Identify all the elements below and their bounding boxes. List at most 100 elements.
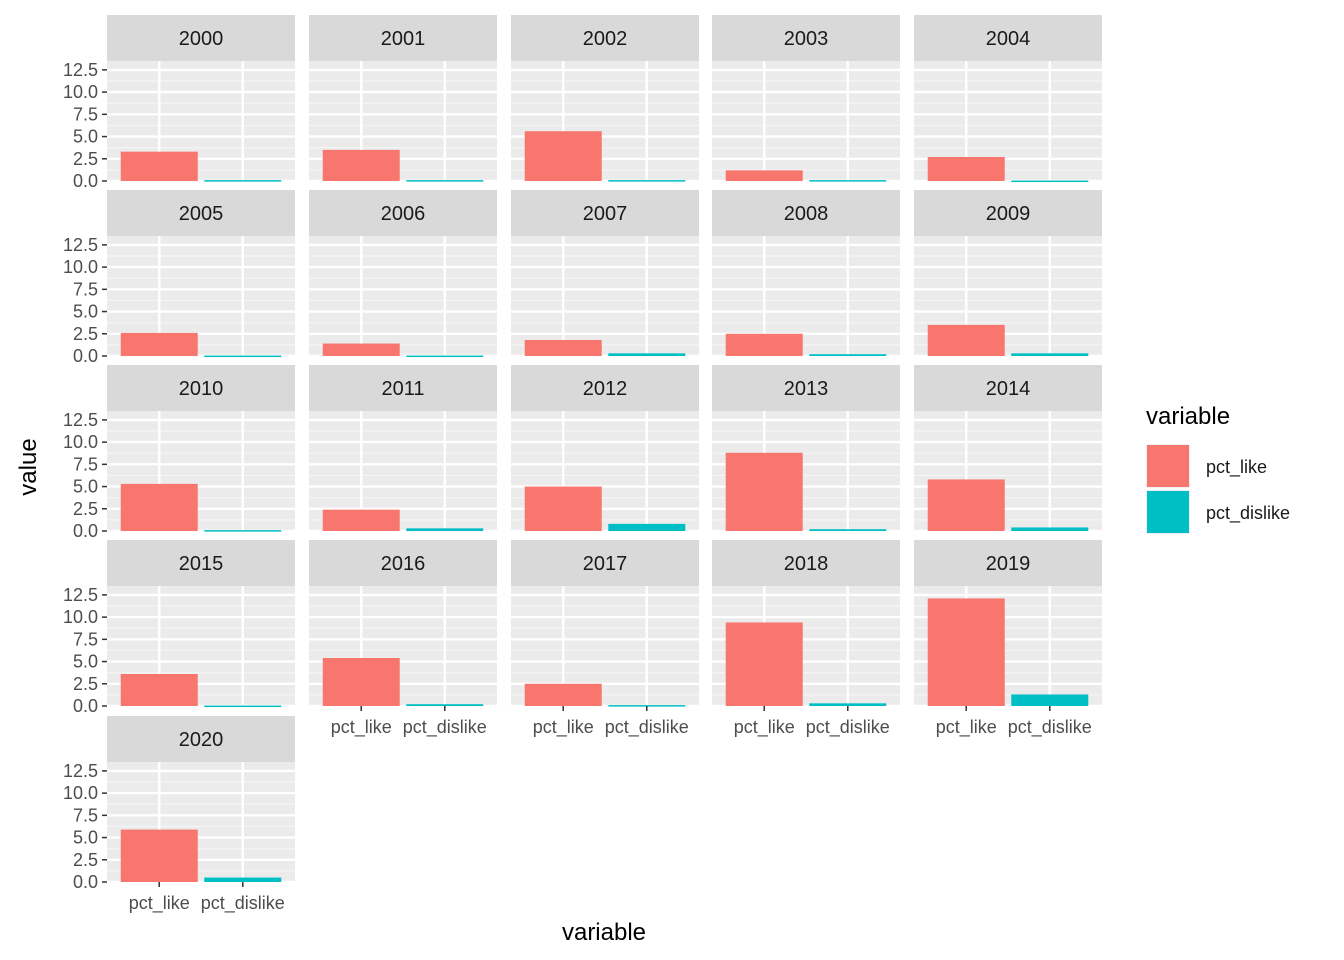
x-tick-label-pct-dislike: pct_dislike (403, 717, 487, 738)
y-tick-label: 7.5 (73, 279, 98, 299)
y-tick-label: 12.5 (63, 761, 98, 781)
bar-pct-like-2010 (120, 483, 198, 531)
panel-2000: 2000 0.02.55.0 7.510.012.5 (63, 15, 295, 191)
strip-label-2018: 2018 (784, 553, 829, 575)
y-tick-label: 12.5 (63, 585, 98, 605)
strip-label-2004: 2004 (986, 28, 1031, 50)
y-tick-label: 2.5 (73, 850, 98, 870)
y-tick-label: 5.0 (73, 127, 98, 147)
bar-pct-like-2008 (725, 333, 803, 356)
legend: variable pct_like pct_dislike (1146, 403, 1290, 534)
y-tick-label: 2.5 (73, 149, 98, 169)
strip-2005 (107, 190, 295, 236)
bar-pct-dislike-2016 (406, 704, 484, 706)
bar-pct-dislike-2007 (608, 353, 686, 356)
bar-pct-like-2002 (524, 131, 602, 181)
panel-2008: 2008 (712, 190, 900, 358)
bar-pct-dislike-2019 (1011, 694, 1089, 706)
panel-background-2003 (712, 61, 900, 181)
y-tick-label: 0.0 (73, 696, 98, 716)
bar-pct-like-2011 (322, 509, 400, 531)
strip-label-2009: 2009 (986, 203, 1031, 225)
bar-pct-like-2013 (725, 452, 803, 531)
bar-pct-dislike-2011 (406, 528, 484, 531)
bar-pct-like-2015 (120, 674, 198, 706)
strip-label-2007: 2007 (583, 203, 628, 225)
bar-pct-dislike-2004 (1011, 180, 1089, 183)
y-tick-label: 7.5 (73, 805, 98, 825)
panel-2018: 2018 pct_like pct_dislike (712, 540, 900, 738)
panel-2003: 2003 (712, 15, 900, 183)
y-tick-label: 0.0 (73, 346, 98, 366)
y-axis-title: value (15, 438, 42, 495)
x-tick-label-pct-like: pct_like (533, 717, 594, 738)
panel-2013: 2013 (712, 365, 900, 533)
bar-pct-like-2014 (927, 479, 1005, 531)
bar-pct-dislike-2006 (406, 355, 484, 358)
bar-pct-like-2003 (725, 170, 803, 181)
y-tick-label: 5.0 (73, 652, 98, 672)
bar-pct-dislike-2010 (204, 530, 282, 532)
y-tick-label: 12.5 (63, 60, 98, 80)
y-tick-label: 2.5 (73, 499, 98, 519)
strip-2007 (511, 190, 699, 236)
bar-pct-dislike-2013 (809, 529, 887, 531)
bar-pct-like-2001 (322, 149, 400, 181)
strip-2020 (107, 716, 295, 762)
bar-pct-like-2017 (524, 683, 602, 706)
strip-label-2011: 2011 (381, 378, 424, 400)
bar-pct-like-2000 (120, 151, 198, 181)
strip-label-2006: 2006 (381, 203, 426, 225)
bar-pct-dislike-2014 (1011, 527, 1089, 531)
strip-2014 (914, 365, 1102, 411)
y-tick-label: 12.5 (63, 235, 98, 255)
y-tick-label: 5.0 (73, 828, 98, 848)
strip-2017 (511, 540, 699, 586)
y-tick-label: 7.5 (73, 104, 98, 124)
bar-pct-dislike-2002 (608, 180, 686, 182)
strip-label-2017: 2017 (583, 553, 628, 575)
strip-2018 (712, 540, 900, 586)
strip-label-2005: 2005 (179, 203, 224, 225)
strip-2013 (712, 365, 900, 411)
panel-2017: 2017 pct_like pct_dislike (511, 540, 699, 738)
bar-pct-like-2004 (927, 157, 1005, 181)
strip-2002 (511, 15, 699, 61)
strip-label-2019: 2019 (986, 553, 1031, 575)
strip-2000 (107, 15, 295, 61)
y-tick-label: 0.0 (73, 171, 98, 191)
panel-2006: 2006 (309, 190, 497, 358)
strip-label-2010: 2010 (179, 378, 224, 400)
strip-label-2008: 2008 (784, 203, 829, 225)
strip-2019 (914, 540, 1102, 586)
bar-pct-like-2016 (322, 658, 400, 706)
bar-pct-like-2005 (120, 332, 198, 356)
strip-2012 (511, 365, 699, 411)
panel-2009: 2009 (914, 190, 1102, 358)
strip-label-2001: 2001 (381, 28, 426, 50)
x-tick-label-pct-dislike: pct_dislike (806, 717, 890, 738)
strip-2003 (712, 15, 900, 61)
panel-2010: 2010 0.02.55.0 7.510.012.5 (63, 365, 295, 541)
x-tick-label-pct-dislike: pct_dislike (201, 893, 285, 914)
strip-label-2012: 2012 (583, 378, 628, 400)
bar-pct-like-2020 (120, 829, 198, 882)
legend-label-pct-dislike: pct_dislike (1206, 503, 1290, 524)
x-axis-title: variable (562, 919, 646, 946)
y-tick-label: 2.5 (73, 324, 98, 344)
panel-2016: 2016 pct_like pct_dislike (309, 540, 497, 738)
bar-pct-dislike-2008 (809, 354, 887, 356)
x-tick-label-pct-like: pct_like (734, 717, 795, 738)
panel-2012: 2012 (511, 365, 699, 533)
panel-background-2007 (511, 236, 699, 356)
panel-2001: 2001 (309, 15, 497, 183)
strip-2015 (107, 540, 295, 586)
panel-2005: 2005 0.02.55.0 7.510.012.5 (63, 190, 295, 366)
bar-pct-dislike-2005 (204, 355, 282, 358)
y-tick-label: 10.0 (63, 432, 98, 452)
bar-pct-dislike-2020 (204, 877, 282, 882)
legend-title: variable (1146, 403, 1230, 430)
bar-pct-dislike-2015 (204, 705, 282, 708)
panel-2011: 2011 (309, 365, 497, 533)
